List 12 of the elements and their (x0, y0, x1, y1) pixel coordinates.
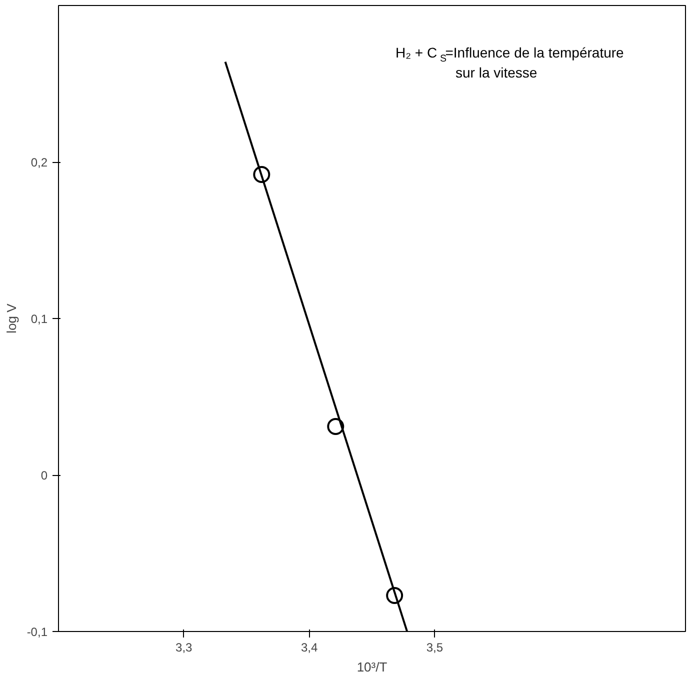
point (327, 418, 344, 435)
y-tick-label: 0,2 (30, 156, 48, 170)
point (386, 587, 404, 604)
y-axis-title: log V (4, 303, 19, 334)
x-tick-label: 3,4 (300, 640, 318, 654)
x-tick-label: 3,3 (176, 640, 193, 654)
x-tick-label: 3,5 (426, 640, 444, 654)
y-tick-label: 0 (40, 468, 48, 482)
x-axis-title: 10³/T (356, 660, 388, 674)
point (253, 166, 270, 184)
y-tick-label: 0,1 (30, 312, 48, 326)
y-tick-label: -0,1 (26, 625, 48, 639)
